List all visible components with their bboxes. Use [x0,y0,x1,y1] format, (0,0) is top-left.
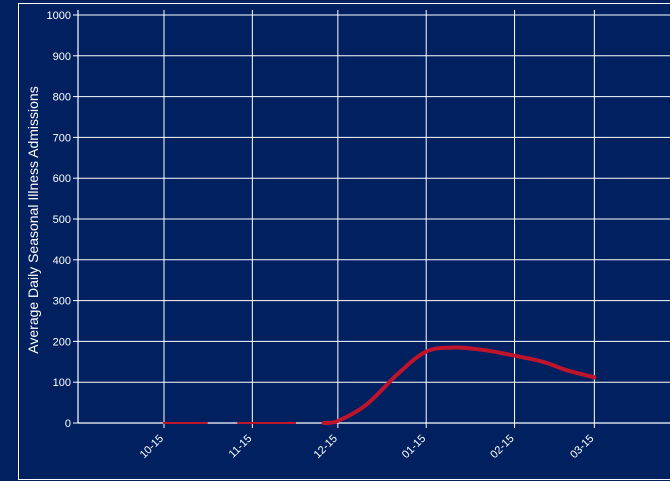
y-axis-title: Average Daily Seasonal Illness Admission… [25,86,41,353]
x-tick-label-11-15: 11-15 [227,433,255,461]
chart-frame [18,3,670,480]
y-tick-label-0: 0 [65,418,71,430]
y-tick-label-600: 600 [53,173,71,185]
y-tick-label-100: 100 [53,377,71,389]
y-tick-label-800: 800 [53,92,71,104]
y-tick-label-700: 700 [53,132,71,144]
x-tick-label-01-15: 01-15 [400,433,428,461]
y-tick-label-500: 500 [53,214,71,226]
x-tick-label-02-15: 02-15 [488,433,516,461]
y-tick-label-200: 200 [53,336,71,348]
y-tick-label-300: 300 [53,296,71,308]
series-0-segment-2 [321,345,597,426]
y-tick-label-1000: 1000 [47,10,71,22]
x-tick-label-10-15: 10-15 [138,433,166,461]
y-tick-label-900: 900 [53,51,71,63]
grid-lines [78,10,670,423]
tick-labels: 0 100 200 300 400 500 600 700 800 900 1000 10-15 11-… [47,10,597,461]
x-tick-label-03-15: 03-15 [568,433,596,461]
y-tick-label-400: 400 [53,255,71,267]
x-tick-label-12-15: 12-15 [312,433,340,461]
series-lines [163,345,597,426]
